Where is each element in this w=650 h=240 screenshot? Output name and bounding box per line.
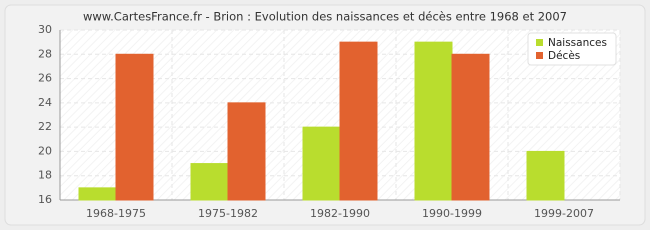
x-tick-label: 1990-1999: [422, 207, 482, 220]
y-tick-label: 20: [38, 144, 52, 157]
bar: [526, 150, 565, 201]
legend-label: Décès: [548, 50, 580, 62]
legend-swatch: [536, 39, 543, 46]
bar: [414, 41, 453, 201]
y-tick-label: 18: [38, 169, 52, 182]
bar: [339, 41, 378, 201]
y-tick-label: 22: [38, 120, 52, 133]
y-tick-label: 16: [38, 193, 52, 206]
legend-label: Naissances: [548, 37, 607, 49]
legend-box: [527, 32, 617, 66]
y-tick-label: 30: [38, 23, 52, 36]
x-tick-label: 1968-1975: [86, 207, 146, 220]
x-tick-label: 1982-1990: [310, 207, 370, 220]
bar: [78, 187, 117, 201]
x-tick-label: 1975-1982: [198, 207, 258, 220]
bar: [227, 102, 266, 201]
y-tick-label: 26: [38, 72, 52, 85]
chart-title: www.CartesFrance.fr - Brion : Evolution …: [83, 10, 567, 24]
bar: [115, 53, 154, 201]
bar: [451, 53, 490, 201]
y-tick-label: 28: [38, 47, 52, 60]
y-tick-label: 24: [38, 96, 52, 109]
bar: [190, 163, 229, 201]
bar: [302, 126, 341, 201]
legend-swatch: [536, 52, 543, 59]
chart: www.CartesFrance.fr - Brion : Evolution …: [0, 0, 650, 230]
x-tick-label: 1999-2007: [534, 207, 594, 220]
